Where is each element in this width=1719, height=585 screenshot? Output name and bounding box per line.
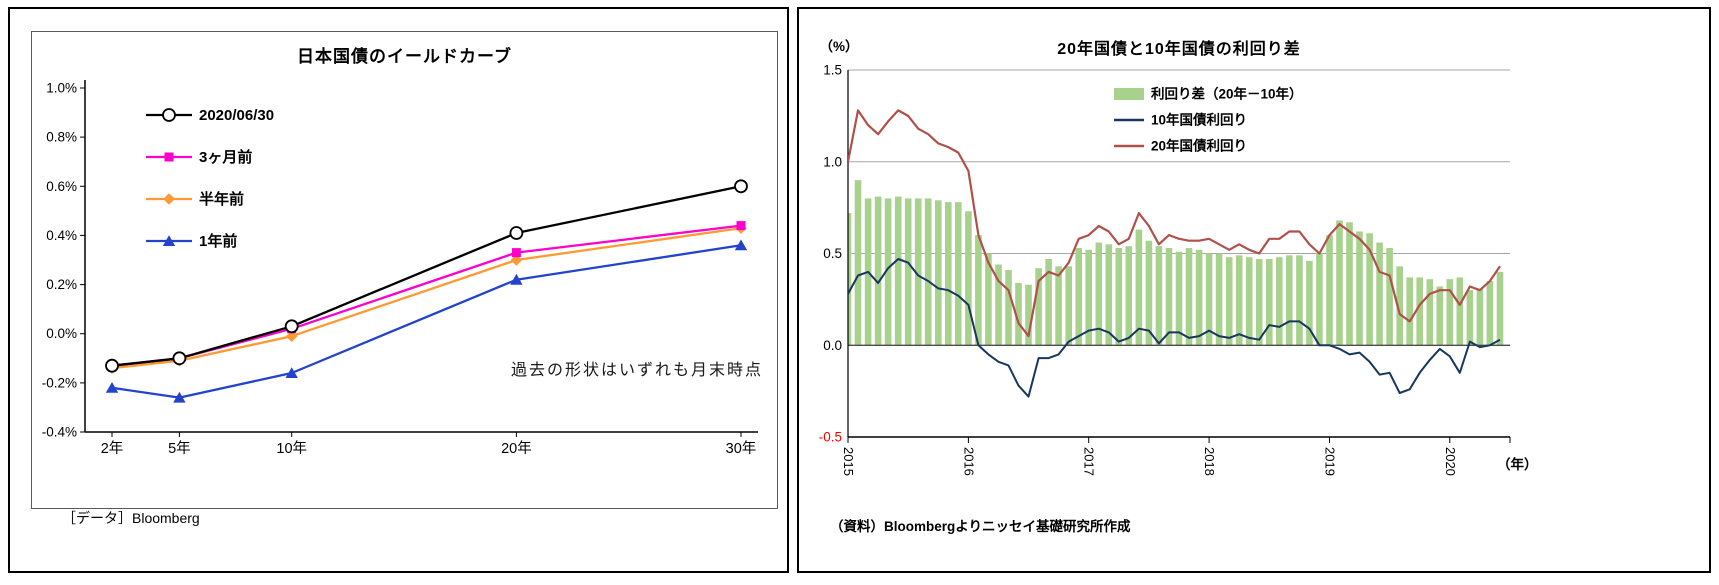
svg-text:20年国債利回り: 20年国債利回り xyxy=(1151,138,1247,154)
svg-text:10年国債利回り: 10年国債利回り xyxy=(1151,112,1247,128)
line-10y-yield xyxy=(848,258,1501,398)
svg-text:1.0%: 1.0% xyxy=(46,81,77,96)
series-line-0 xyxy=(111,185,742,367)
yield-curve-chart-frame: 日本国債のイールドカーブ -0.4% -0.2% 0.0% 0.2% 0.4% 0.6% 0… xyxy=(31,31,778,509)
svg-text:0.5: 0.5 xyxy=(823,246,842,261)
svg-text:半年前: 半年前 xyxy=(199,190,244,208)
svg-text:1.5: 1.5 xyxy=(823,63,842,78)
svg-text:0.8%: 0.8% xyxy=(46,130,77,145)
svg-text:利回り差（20年－10年）: 利回り差（20年－10年） xyxy=(1151,86,1303,102)
axes xyxy=(84,80,758,433)
svg-text:0.0%: 0.0% xyxy=(46,326,77,341)
yield-curve-svg: -0.4% -0.2% 0.0% 0.2% 0.4% 0.6% 0.8% 1.0% 2年 5年 10… xyxy=(42,80,758,457)
yield-curve-source: ［データ］Bloomberg xyxy=(62,510,200,526)
svg-text:10年: 10年 xyxy=(276,440,307,457)
svg-text:-0.2%: -0.2% xyxy=(42,375,77,390)
yield-curve-title: 日本国債のイールドカーブ xyxy=(297,47,512,66)
chart-legend: 利回り差（20年－10年） 10年国債利回り 20年国債利回り xyxy=(1114,86,1303,154)
svg-text:1年前: 1年前 xyxy=(199,232,237,250)
spread-panel: 20年国債と10年国債の利回り差 -0.5 0.0 0.5 1.0 1.5 2015 201… xyxy=(797,7,1711,573)
svg-text:0.6%: 0.6% xyxy=(46,179,77,194)
y-axis-ticks: -0.4% -0.2% 0.0% 0.2% 0.4% 0.6% 0.8% 1.0% xyxy=(42,81,85,440)
x-axis-labels: 2015 2016 2017 2018 2019 2020 xyxy=(841,437,1511,476)
svg-text:0.2%: 0.2% xyxy=(46,277,77,292)
svg-text:0.4%: 0.4% xyxy=(46,228,77,243)
svg-text:2018: 2018 xyxy=(1202,447,1217,476)
svg-text:-0.4%: -0.4% xyxy=(42,425,77,440)
svg-text:2020/06/30: 2020/06/30 xyxy=(199,107,274,124)
svg-text:5年: 5年 xyxy=(168,440,191,457)
x-axis-ticks: 2年 5年 10年 20年 30年 xyxy=(101,432,757,457)
svg-text:1.0: 1.0 xyxy=(823,154,842,169)
svg-text:20年: 20年 xyxy=(501,440,532,457)
svg-text:2020: 2020 xyxy=(1443,447,1458,476)
svg-text:-0.5: -0.5 xyxy=(819,430,842,445)
yield-curve-panel: 日本国債のイールドカーブ -0.4% -0.2% 0.0% 0.2% 0.4% 0.6% 0… xyxy=(8,7,789,573)
svg-text:2015: 2015 xyxy=(841,447,856,476)
spread-svg: -0.5 0.0 0.5 1.0 1.5 2015 2016 2017 2018 2019 2020… xyxy=(819,39,1538,476)
series-markers-3 xyxy=(105,239,748,403)
line-20y-yield xyxy=(848,109,1501,338)
axes xyxy=(847,70,1510,438)
spread-chart: -0.5 0.0 0.5 1.0 1.5 2015 2016 2017 2018 2019 2020… xyxy=(799,9,1709,574)
svg-text:30年: 30年 xyxy=(726,440,757,457)
spread-source: （資料）Bloombergよりニッセイ基礎研究所作成 xyxy=(830,519,1131,534)
spread-bars xyxy=(848,180,1504,346)
spread-title: 20年国債と10年国債の利回り差 xyxy=(1057,41,1301,58)
x-unit-label: （年） xyxy=(1497,456,1538,472)
svg-text:3ヶ月前: 3ヶ月前 xyxy=(199,148,252,166)
y-unit-label: （%） xyxy=(819,39,858,54)
y-axis-labels: -0.5 0.0 0.5 1.0 1.5 xyxy=(819,63,842,445)
svg-text:2年: 2年 xyxy=(101,440,124,457)
yield-curve-chart: -0.4% -0.2% 0.0% 0.2% 0.4% 0.6% 0.8% 1.0% 2年 5年 10… xyxy=(32,32,777,511)
svg-text:2019: 2019 xyxy=(1323,447,1338,476)
svg-text:2016: 2016 xyxy=(961,447,976,476)
svg-text:2017: 2017 xyxy=(1082,447,1097,476)
svg-text:0.0: 0.0 xyxy=(823,338,842,353)
series-markers-0 xyxy=(105,179,748,373)
yield-curve-annotation: 過去の形状はいずれも月末時点 xyxy=(510,362,763,379)
